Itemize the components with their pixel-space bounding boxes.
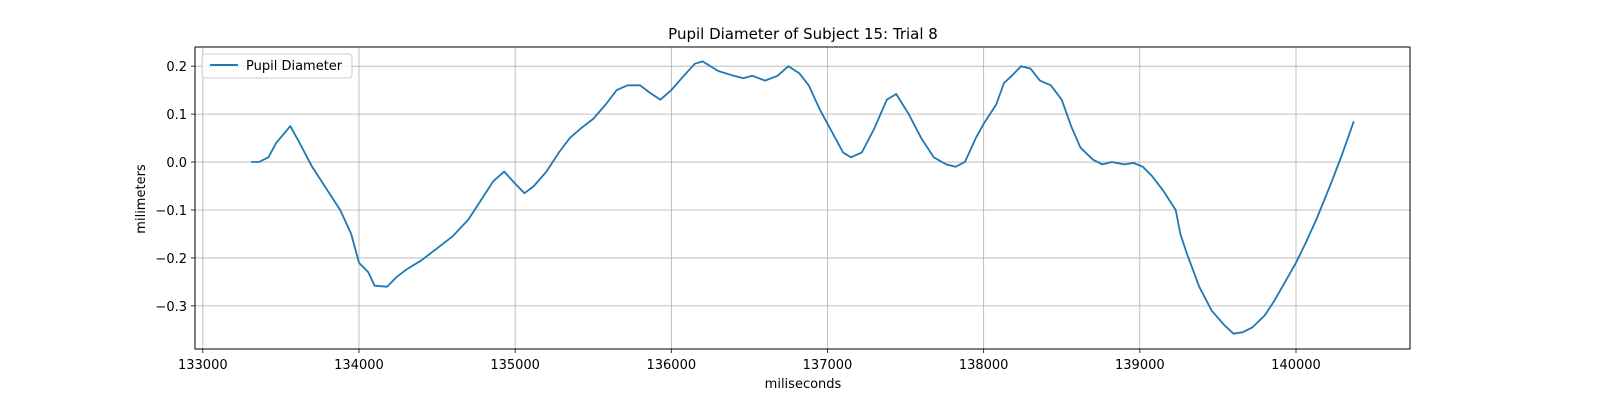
y-tick-label: 0.1: [166, 108, 187, 123]
y-tick-label: −0.2: [155, 252, 187, 267]
y-axis-ticks: −0.3 −0.2 −0.1 0.0 0.1 0.2: [155, 60, 195, 315]
legend-box: [201, 53, 353, 79]
series-line-pupil-diameter: [251, 60, 1355, 335]
x-tick-label: 137000: [803, 358, 853, 373]
grid-lines: [195, 47, 1410, 349]
y-tick-label: −0.3: [155, 300, 187, 315]
x-tick-label: 138000: [959, 358, 1009, 373]
y-axis-label: milimeters: [134, 164, 149, 234]
x-tick-label: 133000: [178, 358, 228, 373]
y-tick-label: 0.0: [166, 156, 187, 171]
x-axis-ticks: 133000 134000 135000 136000 137000 138000 1390…: [178, 349, 1321, 373]
y-tick-label: 0.2: [166, 60, 187, 75]
x-tick-label: 136000: [646, 358, 696, 373]
legend-label: Pupil Diameter: [246, 59, 343, 74]
chart-title: Pupil Diameter of Subject 15: Trial 8: [668, 25, 938, 43]
legend: Pupil Diameter: [201, 53, 353, 79]
plot-frame: [194, 46, 1411, 350]
x-tick-label: 139000: [1115, 358, 1165, 373]
series-layer: [251, 60, 1355, 335]
x-tick-label: 134000: [334, 358, 384, 373]
y-tick-label: −0.1: [155, 204, 187, 219]
x-axis-label: miliseconds: [765, 377, 842, 392]
x-tick-label: 140000: [1271, 358, 1321, 373]
x-tick-label: 135000: [490, 358, 540, 373]
